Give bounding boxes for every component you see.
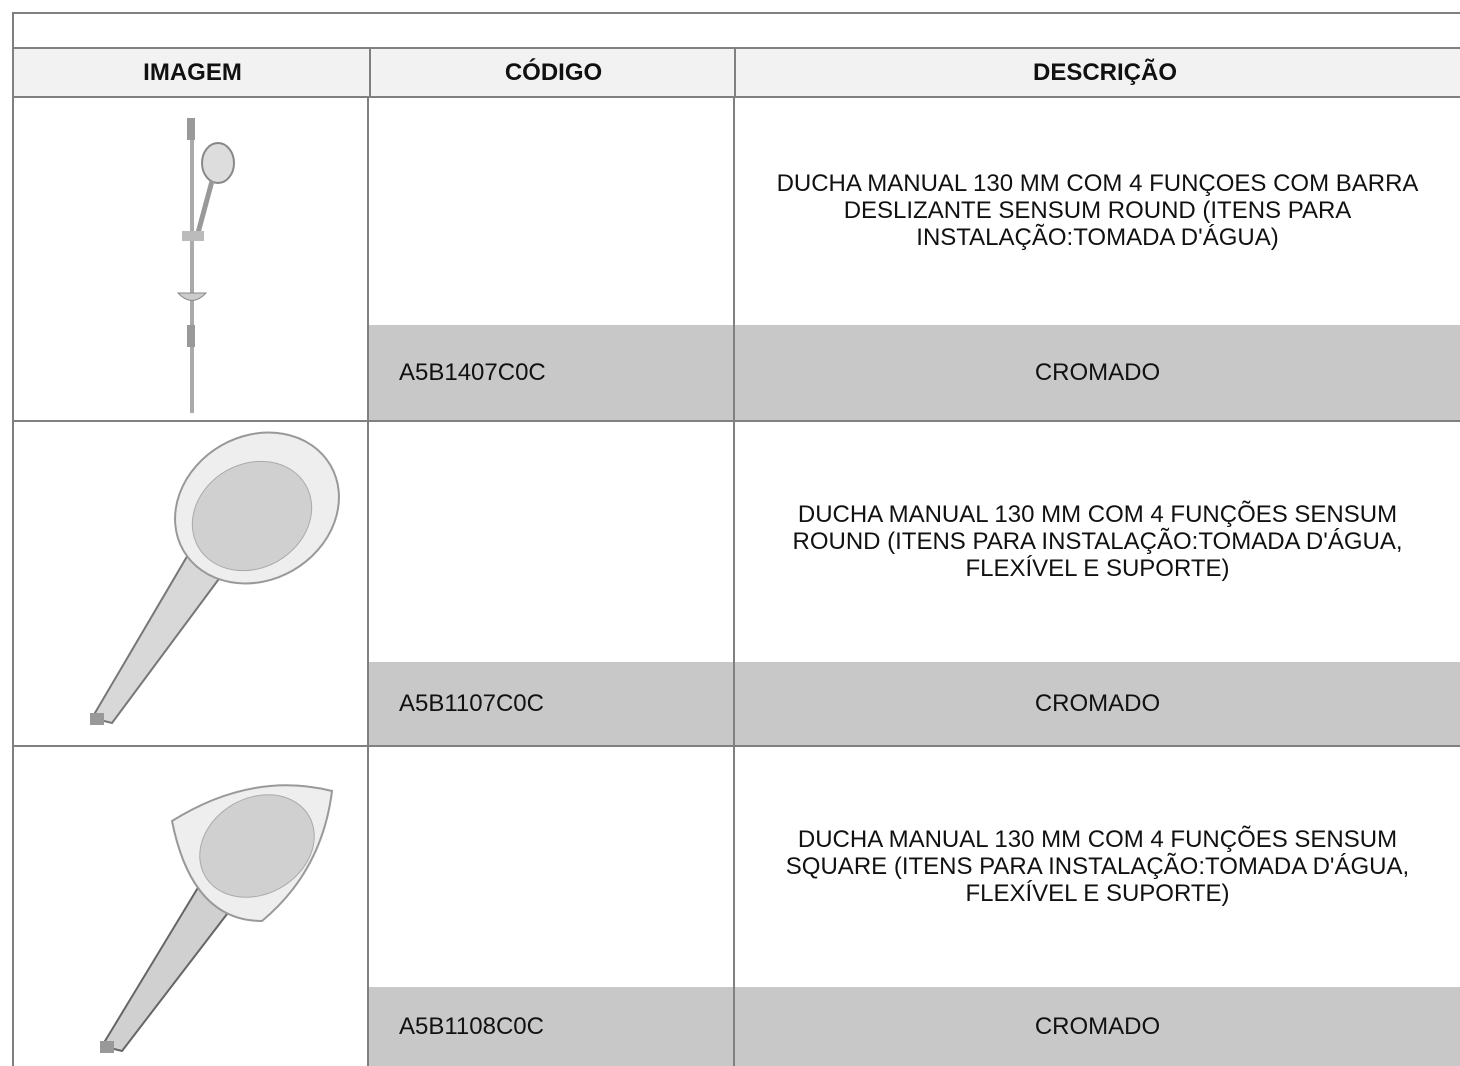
- code-cell: A5B1108C0C: [367, 987, 735, 1066]
- product-image: [89, 431, 340, 725]
- header-cell: DESCRIÇÃO: [734, 47, 1460, 98]
- image-cell: [12, 96, 369, 422]
- top-row: [12, 12, 1460, 49]
- finish-cell: CROMADO: [733, 987, 1460, 1066]
- header-cell: CÓDIGO: [369, 47, 736, 98]
- code-cell: A5B1107C0C: [367, 662, 735, 747]
- blank-cell: [367, 745, 735, 987]
- description-cell: DUCHA MANUAL 130 MM COM 4 FUNÇÕES SENSUM…: [733, 745, 1460, 987]
- image-cell: [12, 420, 369, 747]
- image-cell: [12, 745, 369, 1066]
- description-cell: DUCHA MANUAL 130 MM COM 4 FUNÇÕES SENSUM…: [733, 420, 1460, 662]
- finish-cell: CROMADO: [733, 662, 1460, 747]
- finish-cell: CROMADO: [733, 325, 1460, 422]
- blank-cell: [367, 96, 735, 325]
- blank-cell: [367, 420, 735, 662]
- product-image: [176, 118, 235, 413]
- product-image: [99, 783, 333, 1053]
- description-cell: DUCHA MANUAL 130 MM COM 4 FUNÇOES COM BA…: [733, 96, 1460, 325]
- code-cell: A5B1407C0C: [367, 325, 735, 422]
- header-cell: IMAGEM: [12, 47, 371, 98]
